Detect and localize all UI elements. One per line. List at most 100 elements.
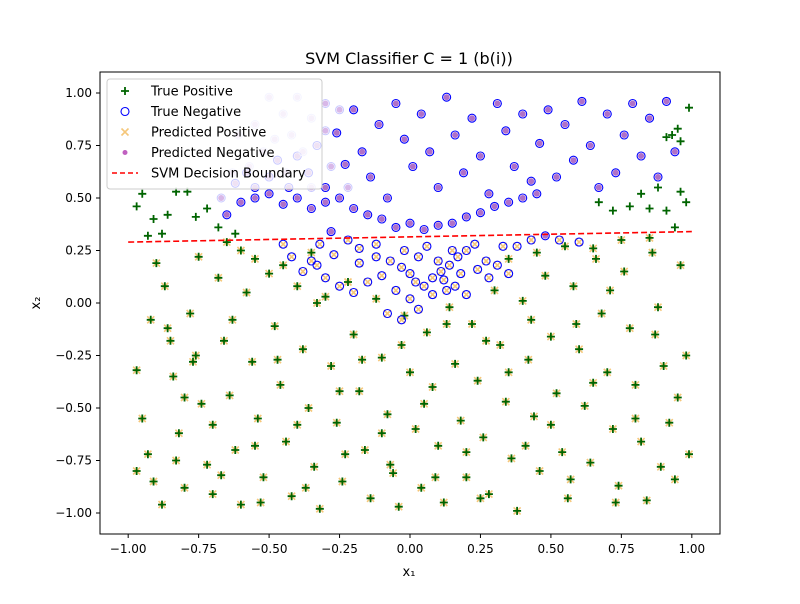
predicted-negative-point <box>587 142 594 149</box>
predicted-negative-point <box>578 98 585 105</box>
predicted-negative-point <box>350 205 357 212</box>
true-positive-point <box>445 303 454 312</box>
predicted-negative-point <box>218 195 225 201</box>
true-positive-point <box>158 500 166 509</box>
true-positive-point <box>572 320 581 328</box>
predicted-negative-point <box>612 169 619 176</box>
true-positive-point <box>180 483 189 492</box>
predicted-negative-point <box>449 220 456 227</box>
true-positive-point <box>191 212 200 221</box>
true-negative-point <box>216 193 226 203</box>
true-negative-point <box>504 269 514 279</box>
predicted-positive-point <box>482 256 491 266</box>
true-negative-point <box>481 256 491 266</box>
true-positive-point <box>631 380 640 389</box>
true-negative-point <box>611 168 621 178</box>
true-negative-point <box>568 155 579 165</box>
true-positive-point <box>160 282 169 291</box>
predicted-negative-point <box>562 121 568 128</box>
true-positive-point <box>163 210 172 219</box>
true-negative-point <box>391 285 401 295</box>
x-tick-label: −0.50 <box>251 542 288 556</box>
true-positive-point <box>197 399 206 408</box>
true-positive-point <box>468 320 476 328</box>
true-positive-point <box>620 267 629 276</box>
true-negative-point <box>450 130 460 140</box>
predicted-positive-point <box>315 240 324 249</box>
y-tick-label: 0.25 <box>65 244 92 258</box>
true-negative-point <box>405 269 415 279</box>
true-negative-point <box>447 218 457 228</box>
true-positive-point <box>217 471 226 480</box>
predicted-negative-point <box>511 163 518 170</box>
true-positive-point <box>143 231 152 240</box>
predicted-negative-point <box>443 94 450 101</box>
true-positive-point <box>152 259 161 268</box>
true-positive-point <box>158 229 166 238</box>
predicted-negative-point <box>502 127 509 134</box>
true-positive-point <box>377 353 386 362</box>
predicted-positive-point <box>428 273 437 282</box>
predicted-negative-point <box>435 184 442 191</box>
true-positive-point <box>645 233 654 242</box>
true-negative-point <box>458 168 469 178</box>
predicted-positive-point <box>414 305 423 314</box>
decision-boundary-line <box>128 230 692 243</box>
true-negative-point <box>377 214 387 224</box>
legend-box <box>106 78 323 190</box>
true-negative-point <box>377 271 387 281</box>
true-negative-point <box>504 197 514 207</box>
true-positive-point <box>349 330 358 339</box>
predicted-negative-point <box>545 106 552 113</box>
predicted-negative-point <box>536 140 543 147</box>
predicted-positive-point <box>498 242 508 251</box>
true-positive-point <box>360 446 369 454</box>
true-positive-point <box>253 414 262 423</box>
predicted-positive-point <box>513 242 522 251</box>
true-positive-point <box>225 391 234 400</box>
true-negative-point <box>526 235 536 245</box>
true-negative-point <box>461 290 471 300</box>
predicted-negative-point <box>533 190 540 197</box>
true-positive-point <box>637 437 646 446</box>
true-negative-point <box>396 262 407 272</box>
predicted-positive-point <box>391 286 400 295</box>
true-positive-point <box>203 204 212 213</box>
predicted-negative-point <box>460 169 467 176</box>
true-negative-point <box>399 245 409 256</box>
true-positive-point <box>685 450 693 459</box>
true-positive-point <box>313 299 321 307</box>
true-positive-point <box>606 286 615 295</box>
predicted-negative-point <box>336 106 343 113</box>
predicted-positive-point <box>420 282 429 291</box>
y-tick-label: −0.50 <box>55 401 92 415</box>
true-negative-point <box>433 220 443 230</box>
predicted-negative-point <box>322 184 329 191</box>
legend-label: SVM Decision Boundary <box>151 167 306 182</box>
true-positive-point <box>676 187 685 196</box>
true-negative-point <box>473 264 483 274</box>
true-negative-point <box>518 109 528 119</box>
predicted-positive-point <box>414 252 423 261</box>
true-positive-point <box>589 244 598 253</box>
true-positive-point <box>406 368 414 377</box>
x-tick-label: 0.00 <box>397 542 424 556</box>
true-positive-point <box>138 414 147 423</box>
predicted-positive-point <box>456 269 465 278</box>
true-positive-point <box>270 322 279 331</box>
true-negative-point <box>532 189 542 199</box>
true-negative-point <box>320 197 331 207</box>
true-positive-point <box>670 223 679 232</box>
true-positive-point <box>575 345 584 354</box>
true-positive-point <box>642 496 651 505</box>
true-negative-point <box>343 235 353 245</box>
true-negative-point <box>442 92 452 102</box>
predicted-negative-point <box>392 224 399 231</box>
true-negative-point <box>492 98 502 109</box>
true-negative-point <box>413 304 424 314</box>
true-negative-point <box>453 252 463 262</box>
predicted-positive-point <box>405 294 415 303</box>
true-positive-point <box>479 433 488 442</box>
true-negative-point <box>444 260 455 270</box>
true-negative-point <box>250 193 260 203</box>
